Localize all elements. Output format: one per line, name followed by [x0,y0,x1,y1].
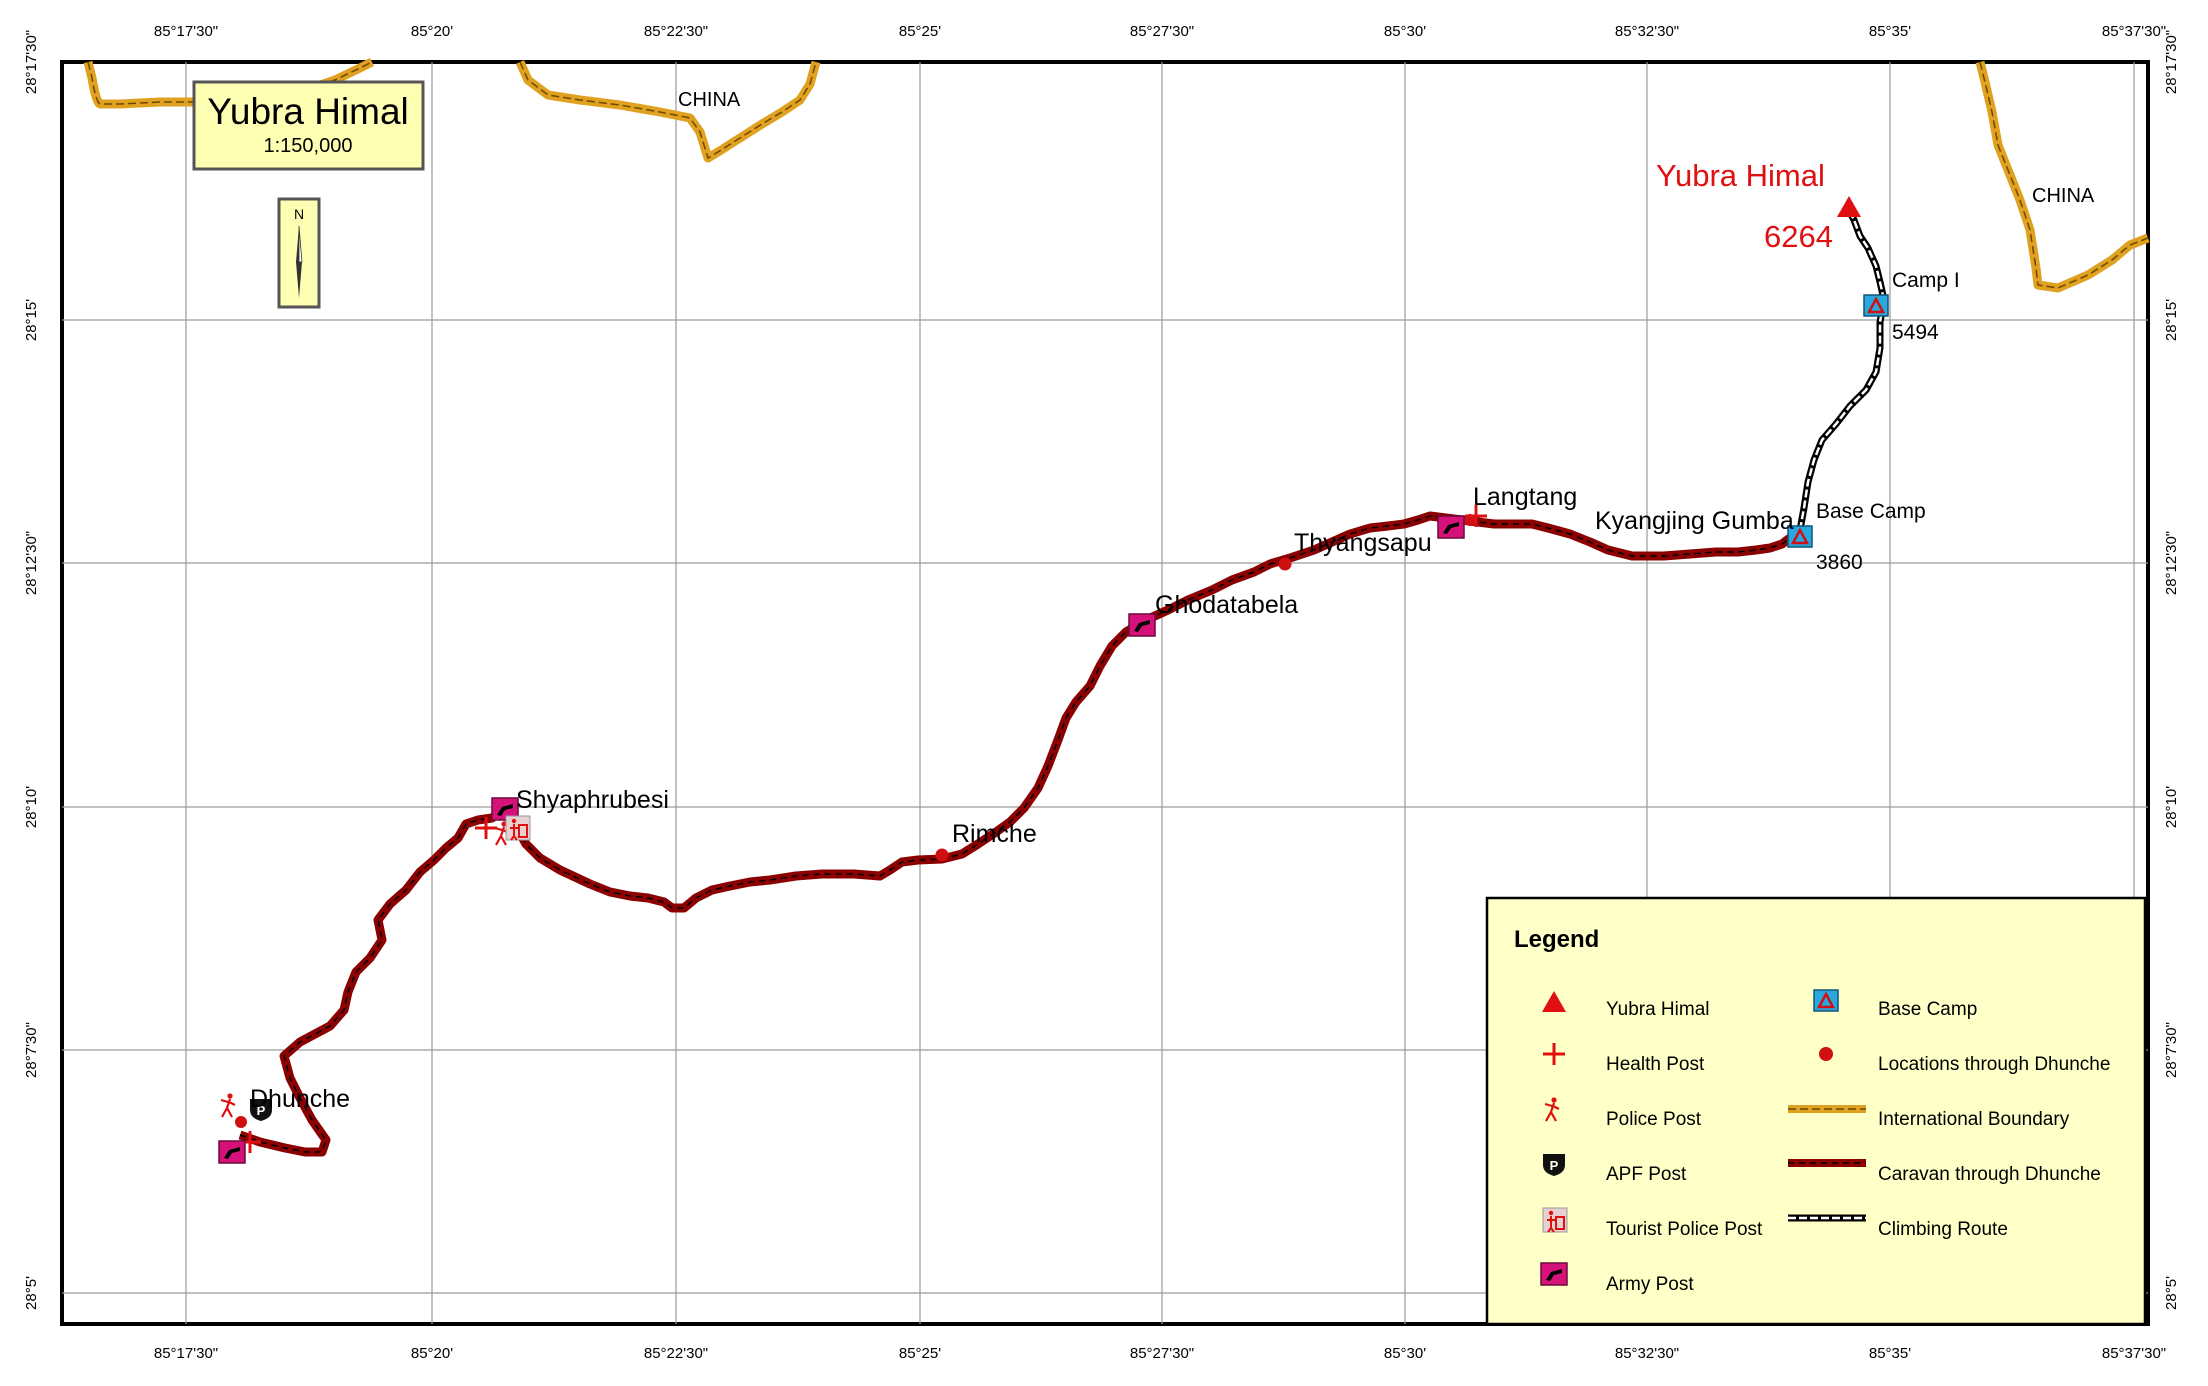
longitude-label-top: 85°27'30" [1130,23,1194,40]
army-post-icon [1437,515,1465,539]
north-arrow-label: N [294,206,304,222]
north-arrow: N [277,197,321,309]
camp-one-label: Camp I [1892,269,1960,292]
longitude-labels: 85°17'30" 85°17'30" 85°20' 85°20' 85°22'30" 8… [154,23,2166,1362]
longitude-label-bottom: 85°22'30" [644,1345,708,1362]
latitude-labels: 28°17'30" 28°17'30" 28°15' 28°15' 28°12'30" 2… [23,30,2180,1310]
longitude-label-bottom: 85°32'30" [1615,1345,1679,1362]
legend-item-label: Locations through Dhunche [1878,1054,2110,1075]
legend-item-label: Health Post [1606,1054,1705,1075]
latitude-label-right: 28°15' [2163,299,2180,341]
legend-item-label: Tourist Police Post [1606,1219,1763,1240]
latitude-label-left: 28°17'30" [23,30,40,94]
latitude-label-left: 28°5' [23,1276,40,1310]
climbing-route [1796,206,1888,531]
army-post-icon [218,1140,246,1164]
longitude-label-top: 85°22'30" [644,23,708,40]
latitude-label-left: 28°12'30" [23,531,40,595]
longitude-label-top: 85°35' [1869,23,1911,40]
place-label-langtang: Langtang [1473,483,1577,511]
latitude-label-left: 28°10' [23,786,40,828]
base-camp-label: Base Camp [1816,500,1926,523]
army-post-icon [1540,1262,1568,1286]
camp-one-tent-icon [1862,293,1890,318]
place-label-rimche: Rimche [952,820,1037,848]
camp-one-elevation: 5494 [1892,321,1939,344]
longitude-label-bottom: 85°35' [1869,1345,1911,1362]
longitude-label-bottom: 85°17'30" [154,1345,218,1362]
legend-item-label: Police Post [1606,1109,1702,1130]
peak-triangle-icon [1542,991,1566,1012]
longitude-label-bottom: 85°25' [899,1345,941,1362]
place-label-shyaphrubesi: Shyaphrubesi [516,786,669,814]
legend-item-label: Army Post [1606,1274,1694,1295]
country-label-china-2: CHINA [2032,185,2095,207]
map-scale: 1:150,000 [264,135,353,157]
tourist-police-icon [505,815,531,841]
legend-item-label: International Boundary [1878,1109,2070,1130]
latitude-label-right: 28°10' [2163,786,2180,828]
army-post-icon [1128,613,1156,637]
map-title: Yubra Himal [207,91,409,132]
legend-item-label: Base Camp [1878,999,1977,1020]
latitude-label-right: 28°12'30" [2163,531,2180,595]
peak-name-label: Yubra Himal [1656,158,1825,193]
location-dot-icon [235,1116,247,1128]
legend-box: Legend Yubra Himal Health Post Police Po… [1485,896,2147,1326]
country-label-china-1: CHINA [678,89,741,111]
peak-elevation-label: 6264 [1764,219,1833,254]
longitude-label-bottom: 85°30' [1384,1345,1426,1362]
longitude-label-top: 85°37'30" [2102,23,2166,40]
base-camp-elevation: 3860 [1816,551,1863,574]
legend-item-label: Yubra Himal [1606,999,1710,1020]
latitude-label-left: 28°7'30" [23,1022,40,1078]
longitude-label-bottom: 85°37'30" [2102,1345,2166,1362]
base-camp-tent-icon [1812,988,1840,1013]
legend-item-label: Caravan through Dhunche [1878,1164,2101,1185]
legend-item-label: APF Post [1606,1164,1687,1185]
longitude-label-bottom: 85°27'30" [1130,1345,1194,1362]
location-dot-icon [935,848,949,862]
latitude-label-right: 28°17'30" [2163,30,2180,94]
legend-title: Legend [1514,926,1599,953]
longitude-label-top: 85°25' [899,23,941,40]
tourist-police-icon [1542,1207,1568,1233]
legend-item-label: Climbing Route [1878,1219,2008,1240]
place-label-dhunche: Dhunche [250,1085,350,1113]
place-label-kyangjing-gumba: Kyangjing Gumba [1595,507,1794,535]
longitude-label-bottom: 85°20' [411,1345,453,1362]
map-title-box: Yubra Himal 1:150,000 [192,80,425,171]
latitude-label-left: 28°15' [23,299,40,341]
longitude-label-top: 85°20' [411,23,453,40]
place-label-thyangsapu: Thyangsapu [1294,529,1432,557]
place-label-ghodatabela: Ghodatabela [1155,591,1298,619]
location-dot-icon [1819,1047,1833,1061]
longitude-label-top: 85°17'30" [154,23,218,40]
latitude-label-right: 28°7'30" [2163,1022,2180,1078]
location-dot-icon [1278,557,1292,571]
latitude-label-right: 28°5' [2163,1276,2180,1310]
longitude-label-top: 85°30' [1384,23,1426,40]
peak-triangle-icon [1837,196,1861,217]
longitude-label-top: 85°32'30" [1615,23,1679,40]
